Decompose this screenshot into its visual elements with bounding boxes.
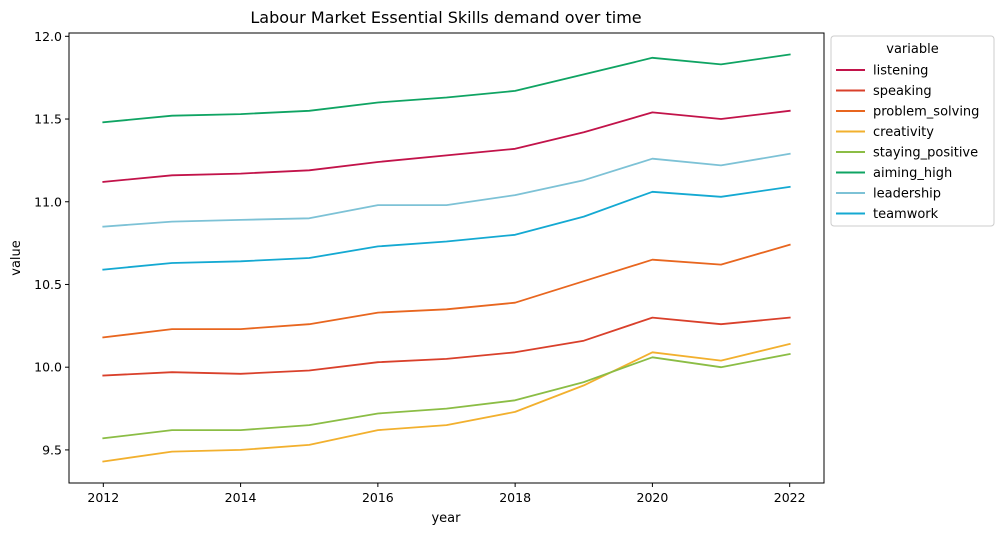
legend-box	[830, 35, 995, 227]
y-tick-label: 12.0	[34, 29, 62, 44]
x-tick-label: 2018	[499, 490, 531, 505]
x-tick-label: 2022	[774, 490, 806, 505]
legend: variable listening speaking problem_solving…	[830, 35, 995, 227]
y-tick-label: 11.5	[34, 112, 62, 127]
x-tick-label: 2014	[225, 490, 257, 505]
legend-label-leadership: leadership	[873, 187, 941, 202]
series-line-staying_positive	[102, 352, 791, 440]
chart-title: Labour Market Essential Skills demand ov…	[250, 8, 641, 27]
y-tick-label: 10.0	[34, 360, 62, 375]
plot-frame	[68, 32, 825, 484]
y-axis: 9.5 10.0 10.5 11.0 11.5 12.0	[34, 29, 69, 457]
legend-label-staying_positive: staying_positive	[873, 146, 978, 161]
plot-area	[68, 32, 825, 484]
y-axis-label: value	[9, 240, 24, 276]
series-line-creativity	[102, 342, 791, 463]
x-tick-label: 2012	[87, 490, 119, 505]
series-line-problem_solving	[102, 243, 791, 339]
legend-label-teamwork: teamwork	[873, 207, 939, 222]
legend-label-listening: listening	[873, 64, 928, 79]
y-tick-label: 11.0	[34, 194, 62, 209]
legend-title: variable	[886, 42, 938, 57]
series-line-aiming_high	[102, 53, 791, 124]
legend-label-creativity: creativity	[873, 125, 934, 140]
series-line-teamwork	[102, 185, 791, 271]
y-tick-label: 10.5	[34, 277, 62, 292]
x-tick-label: 2016	[362, 490, 394, 505]
series-line-speaking	[102, 316, 791, 377]
legend-label-aiming_high: aiming_high	[873, 166, 952, 181]
legend-label-problem_solving: problem_solving	[873, 105, 979, 120]
legend-label-speaking: speaking	[873, 84, 932, 99]
x-tick-label: 2020	[637, 490, 669, 505]
x-axis-label: year	[431, 511, 461, 526]
y-tick-label: 9.5	[42, 442, 62, 457]
x-axis: 2012 2014 2016 2018 2020 2022	[87, 483, 806, 505]
series-line-leadership	[102, 152, 791, 228]
series-line-listening	[102, 109, 791, 183]
